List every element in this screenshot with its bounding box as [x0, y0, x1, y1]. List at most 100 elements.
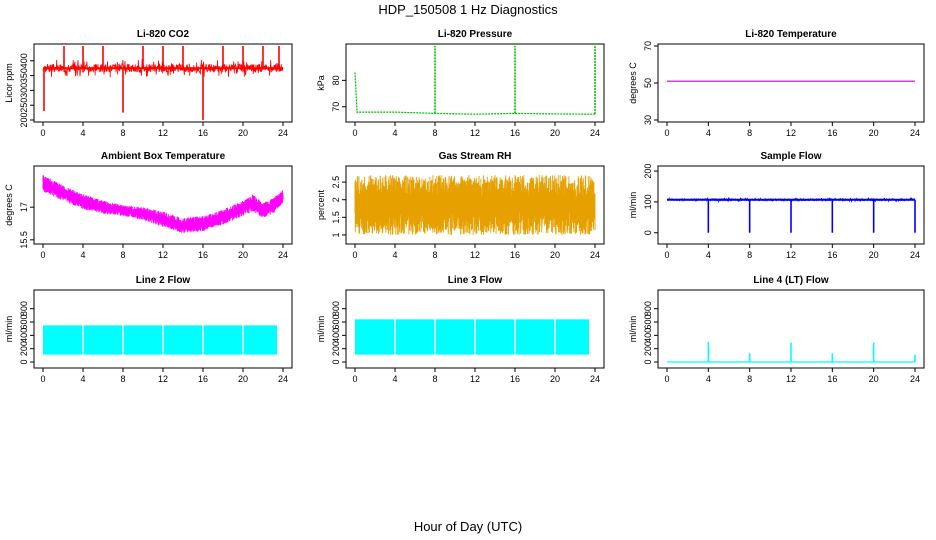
x-tick-label: 20	[238, 128, 248, 138]
y-tick-label: 0	[643, 359, 653, 364]
x-tick-label: 8	[747, 374, 752, 384]
x-tick-label: 16	[827, 374, 837, 384]
x-tick-label: 12	[470, 128, 480, 138]
x-tick-label: 12	[786, 128, 796, 138]
y-tick-label: 0	[19, 359, 29, 364]
x-tick-label: 0	[40, 250, 45, 260]
chart-panel-2: Li-820 Pressure kPa 0 4 8 12 16 20 24 70 80	[316, 29, 605, 138]
y-tick-label: 0	[643, 230, 653, 235]
y-tick-label: 200	[19, 112, 29, 127]
chart-panel-9: Line 4 (LT) Flow ml/min 0 4 8 12 16 20 24 0 200400…	[628, 275, 925, 384]
series-layer	[354, 175, 596, 235]
x-tick-label: 20	[238, 250, 248, 260]
chart-panel-7: Line 2 Flow ml/min 0 4 8 12 16 20 24 0 20040060080…	[4, 275, 293, 384]
series-line	[354, 72, 596, 115]
series-layer	[42, 175, 284, 234]
y-tick-label: 70	[331, 102, 341, 112]
x-tick-label: 24	[590, 128, 600, 138]
x-tick-label: 4	[80, 374, 85, 384]
plot-frame	[657, 43, 925, 123]
x-tick-label: 0	[40, 374, 45, 384]
chart-title: Li-820 Pressure	[438, 29, 513, 40]
y-tick-label: 15.5	[19, 231, 29, 249]
y-tick-label: 400	[331, 328, 341, 343]
x-tick-label: 24	[590, 374, 600, 384]
series-layer	[43, 325, 284, 362]
x-tick-label: 20	[550, 374, 560, 384]
x-tick-label: 0	[352, 374, 357, 384]
y-tick-label: 250	[19, 98, 29, 113]
x-tick-label: 12	[470, 374, 480, 384]
x-tick-label: 12	[786, 250, 796, 260]
chart-title: Line 4 (LT) Flow	[753, 275, 829, 286]
y-tick-label: 17	[19, 202, 29, 212]
series-band	[42, 175, 284, 234]
x-tick-label: 0	[352, 250, 357, 260]
x-tick-label: 16	[198, 250, 208, 260]
chart-title: Line 2 Flow	[136, 275, 191, 286]
y-axis-label: degrees C	[4, 184, 14, 226]
y-axis-label: ml/min	[628, 316, 638, 343]
x-tick-label: 8	[432, 250, 437, 260]
series-layer	[354, 46, 596, 115]
y-tick-label: 200	[643, 341, 653, 356]
x-tick-label: 4	[706, 250, 711, 260]
series-layer	[42, 46, 284, 120]
y-tick-label: 0	[331, 359, 341, 364]
chart-title: Li-820 Temperature	[745, 29, 837, 40]
x-tick-label: 20	[869, 128, 879, 138]
x-tick-label: 8	[432, 128, 437, 138]
x-tick-label: 24	[910, 250, 920, 260]
y-tick-label: 100	[643, 194, 653, 209]
chart-title: Sample Flow	[760, 151, 821, 162]
y-axis-label: ml/min	[4, 316, 14, 343]
x-tick-label: 20	[869, 250, 879, 260]
chart-panel-1: Li-820 CO2 Licor ppm 0 4 8 12 16 20 24 2002503003…	[4, 29, 293, 138]
chart-panel-3: Li-820 Temperature degrees C 0 4 8 12 16 20 24 30…	[628, 29, 925, 138]
y-tick-label: 600	[331, 314, 341, 329]
y-tick-label: 800	[643, 301, 653, 316]
x-tick-label: 12	[158, 374, 168, 384]
series-fill	[43, 325, 277, 355]
x-axis-caption: Hour of Day (UTC)	[413, 519, 523, 534]
x-tick-label: 16	[827, 128, 837, 138]
chart-title: Gas Stream RH	[439, 151, 512, 162]
chart-panel-4: Ambient Box Temperature degrees C 0 4 8 12 16 2…	[4, 151, 293, 260]
y-tick-label: 600	[19, 314, 29, 329]
y-tick-label: 200	[19, 341, 29, 356]
x-tick-label: 4	[706, 128, 711, 138]
y-tick-label: 400	[19, 328, 29, 343]
x-tick-label: 12	[470, 250, 480, 260]
y-axis-label: kPa	[316, 75, 326, 91]
x-tick-label: 20	[238, 374, 248, 384]
x-tick-label: 20	[550, 128, 560, 138]
y-axis-label: Licor ppm	[4, 63, 14, 103]
x-tick-label: 0	[352, 128, 357, 138]
x-tick-label: 8	[120, 374, 125, 384]
y-tick-label: 200	[643, 164, 653, 179]
y-tick-label: 1.5	[331, 211, 341, 224]
y-tick-label: 50	[643, 78, 653, 88]
chart-panel-6: Sample Flow ml/min 0 4 8 12 16 20 24 0 100 200	[628, 151, 925, 260]
x-tick-label: 16	[827, 250, 837, 260]
series-layer	[355, 319, 596, 362]
chart-panel-8: Line 3 Flow ml/min 0 4 8 12 16 20 24 0 20040060080…	[316, 275, 605, 384]
y-tick-label: 400	[19, 53, 29, 68]
x-tick-label: 0	[664, 250, 669, 260]
x-tick-label: 24	[590, 250, 600, 260]
series-fill	[355, 319, 589, 355]
x-tick-label: 12	[158, 250, 168, 260]
x-tick-label: 4	[392, 250, 397, 260]
x-tick-label: 24	[278, 250, 288, 260]
x-tick-label: 24	[910, 374, 920, 384]
x-tick-label: 20	[550, 250, 560, 260]
x-tick-label: 0	[664, 128, 669, 138]
x-tick-label: 0	[40, 128, 45, 138]
x-tick-label: 0	[664, 374, 669, 384]
chart-title: Line 3 Flow	[448, 275, 503, 286]
series-layer	[666, 196, 916, 233]
y-tick-label: 30	[643, 115, 653, 125]
x-tick-label: 16	[510, 250, 520, 260]
y-tick-label: 200	[331, 341, 341, 356]
